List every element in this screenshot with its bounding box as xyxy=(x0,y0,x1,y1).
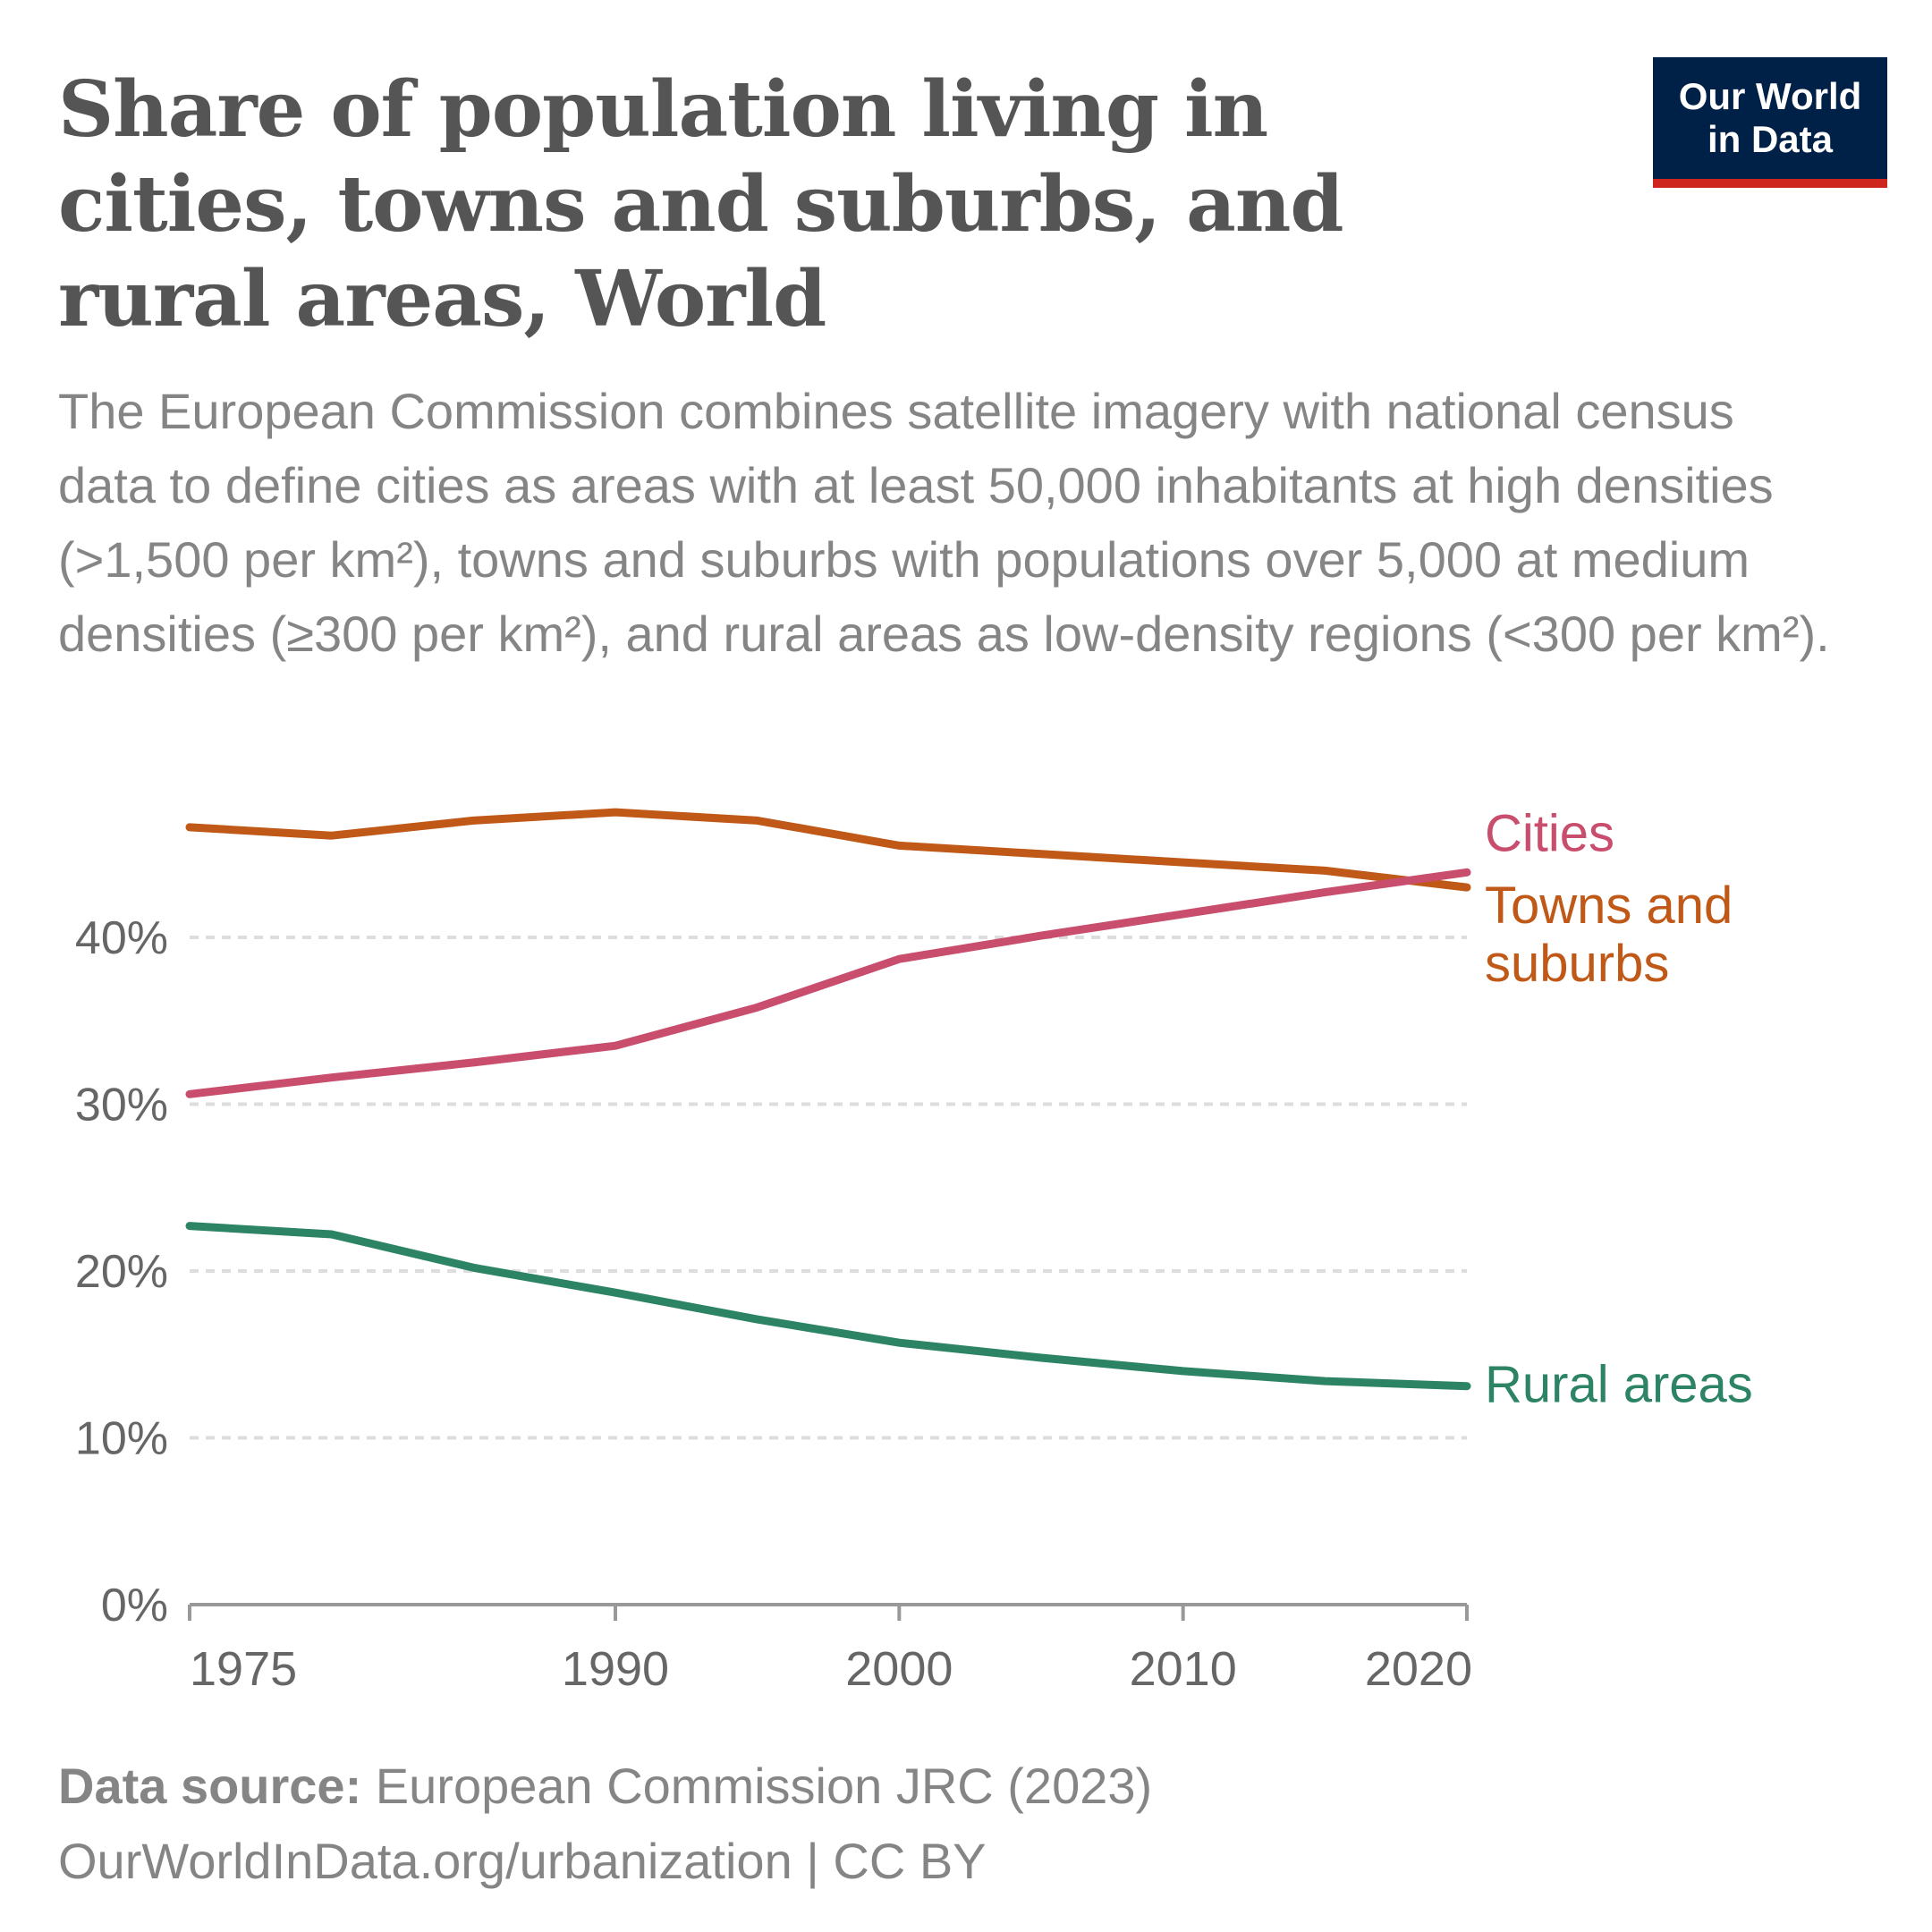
owid-logo[interactable]: Our World in Data xyxy=(1653,57,1887,188)
series-label: suburbs xyxy=(1485,935,1669,993)
x-tick-label: 1990 xyxy=(562,1642,669,1696)
footer: Data source: European Commission JRC (20… xyxy=(58,1749,1847,1899)
series-label: Cities xyxy=(1485,804,1614,862)
y-tick-label: 30% xyxy=(75,1080,168,1131)
series-line-towns-and-suburbs[interactable] xyxy=(185,808,1471,892)
series-line-cities[interactable] xyxy=(185,868,1471,1098)
url-license-line[interactable]: OurWorldInData.org/urbanization | CC BY xyxy=(58,1833,987,1889)
x-tick-label: 2020 xyxy=(1365,1642,1472,1696)
series-label: Rural areas xyxy=(1485,1356,1753,1414)
y-tick-label: 10% xyxy=(75,1413,168,1465)
x-tick-label: 2000 xyxy=(845,1642,953,1696)
chart-subtitle: The European Commission combines satelli… xyxy=(58,383,1830,662)
series-line-rural-areas[interactable] xyxy=(185,1222,1471,1391)
data-source-line: Data source: European Commission JRC (20… xyxy=(58,1749,1847,1824)
x-axis: 1975 1990 2000 2010 2020 xyxy=(188,1603,1472,1696)
series-label: Towns and xyxy=(1485,877,1733,935)
x-tick-label: 2010 xyxy=(1130,1642,1237,1696)
y-axis: 0% 10% 20% 30% 40% xyxy=(75,912,168,1631)
series-lines xyxy=(185,808,1471,1391)
data-source-label: Data source: xyxy=(58,1758,362,1814)
logo-line-1: Our World xyxy=(1678,75,1862,117)
x-tick-label: 1975 xyxy=(190,1642,297,1696)
data-source-text: European Commission JRC (2023) xyxy=(361,1758,1153,1814)
y-tick-label: 0% xyxy=(101,1580,168,1631)
y-tick-label: 40% xyxy=(75,912,168,964)
chart-title: Share of population living in cities, to… xyxy=(58,64,1344,344)
gridlines xyxy=(190,936,1467,1440)
y-tick-label: 20% xyxy=(75,1246,168,1298)
line-chart: 1975 1990 2000 2010 2020 0% 10% 20% 30% 40% Town… xyxy=(75,804,1753,1696)
logo-line-2: in Data xyxy=(1707,118,1834,160)
